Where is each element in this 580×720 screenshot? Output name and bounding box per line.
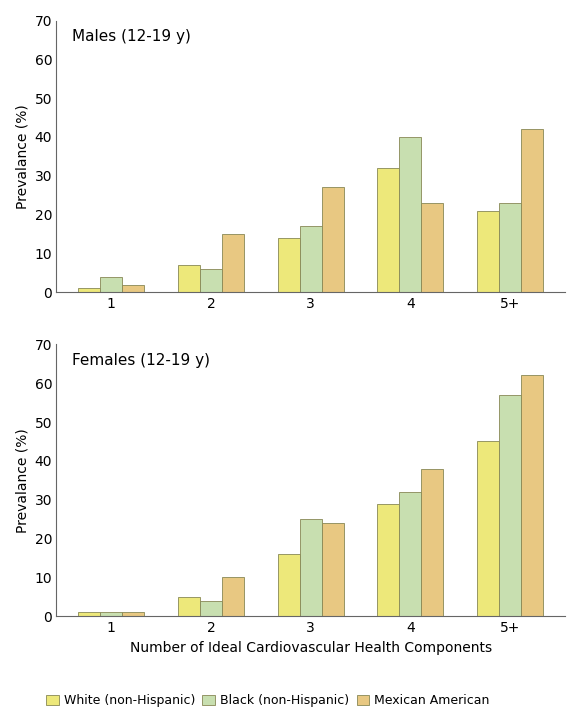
Bar [222,577,244,616]
Bar [278,554,300,616]
Bar [278,238,300,292]
Bar [422,203,443,292]
Bar [200,600,222,616]
Bar [178,265,200,292]
Text: Females (12-19 y): Females (12-19 y) [71,353,209,368]
Bar [222,234,244,292]
Bar [322,523,343,616]
Bar [100,276,122,292]
Legend: White (non-Hispanic), Black (non-Hispanic), Mexican American: White (non-Hispanic), Black (non-Hispani… [41,689,494,712]
Bar [477,441,499,616]
Text: Males (12-19 y): Males (12-19 y) [71,29,190,44]
Bar [499,395,521,616]
Bar [477,211,499,292]
Bar [300,226,322,292]
Bar [122,612,144,616]
Bar [300,519,322,616]
Bar [521,129,543,292]
Bar [100,612,122,616]
Y-axis label: Prevalance (%): Prevalance (%) [15,104,29,209]
Bar [400,137,422,292]
Bar [378,168,400,292]
Bar [378,503,400,616]
Bar [521,375,543,616]
Bar [78,289,100,292]
Bar [200,269,222,292]
Y-axis label: Prevalance (%): Prevalance (%) [15,428,29,533]
Bar [178,597,200,616]
Bar [499,203,521,292]
Bar [400,492,422,616]
Bar [78,612,100,616]
X-axis label: Number of Ideal Cardiovascular Health Components: Number of Ideal Cardiovascular Health Co… [129,641,492,654]
Bar [122,284,144,292]
Bar [422,469,443,616]
Bar [322,187,343,292]
